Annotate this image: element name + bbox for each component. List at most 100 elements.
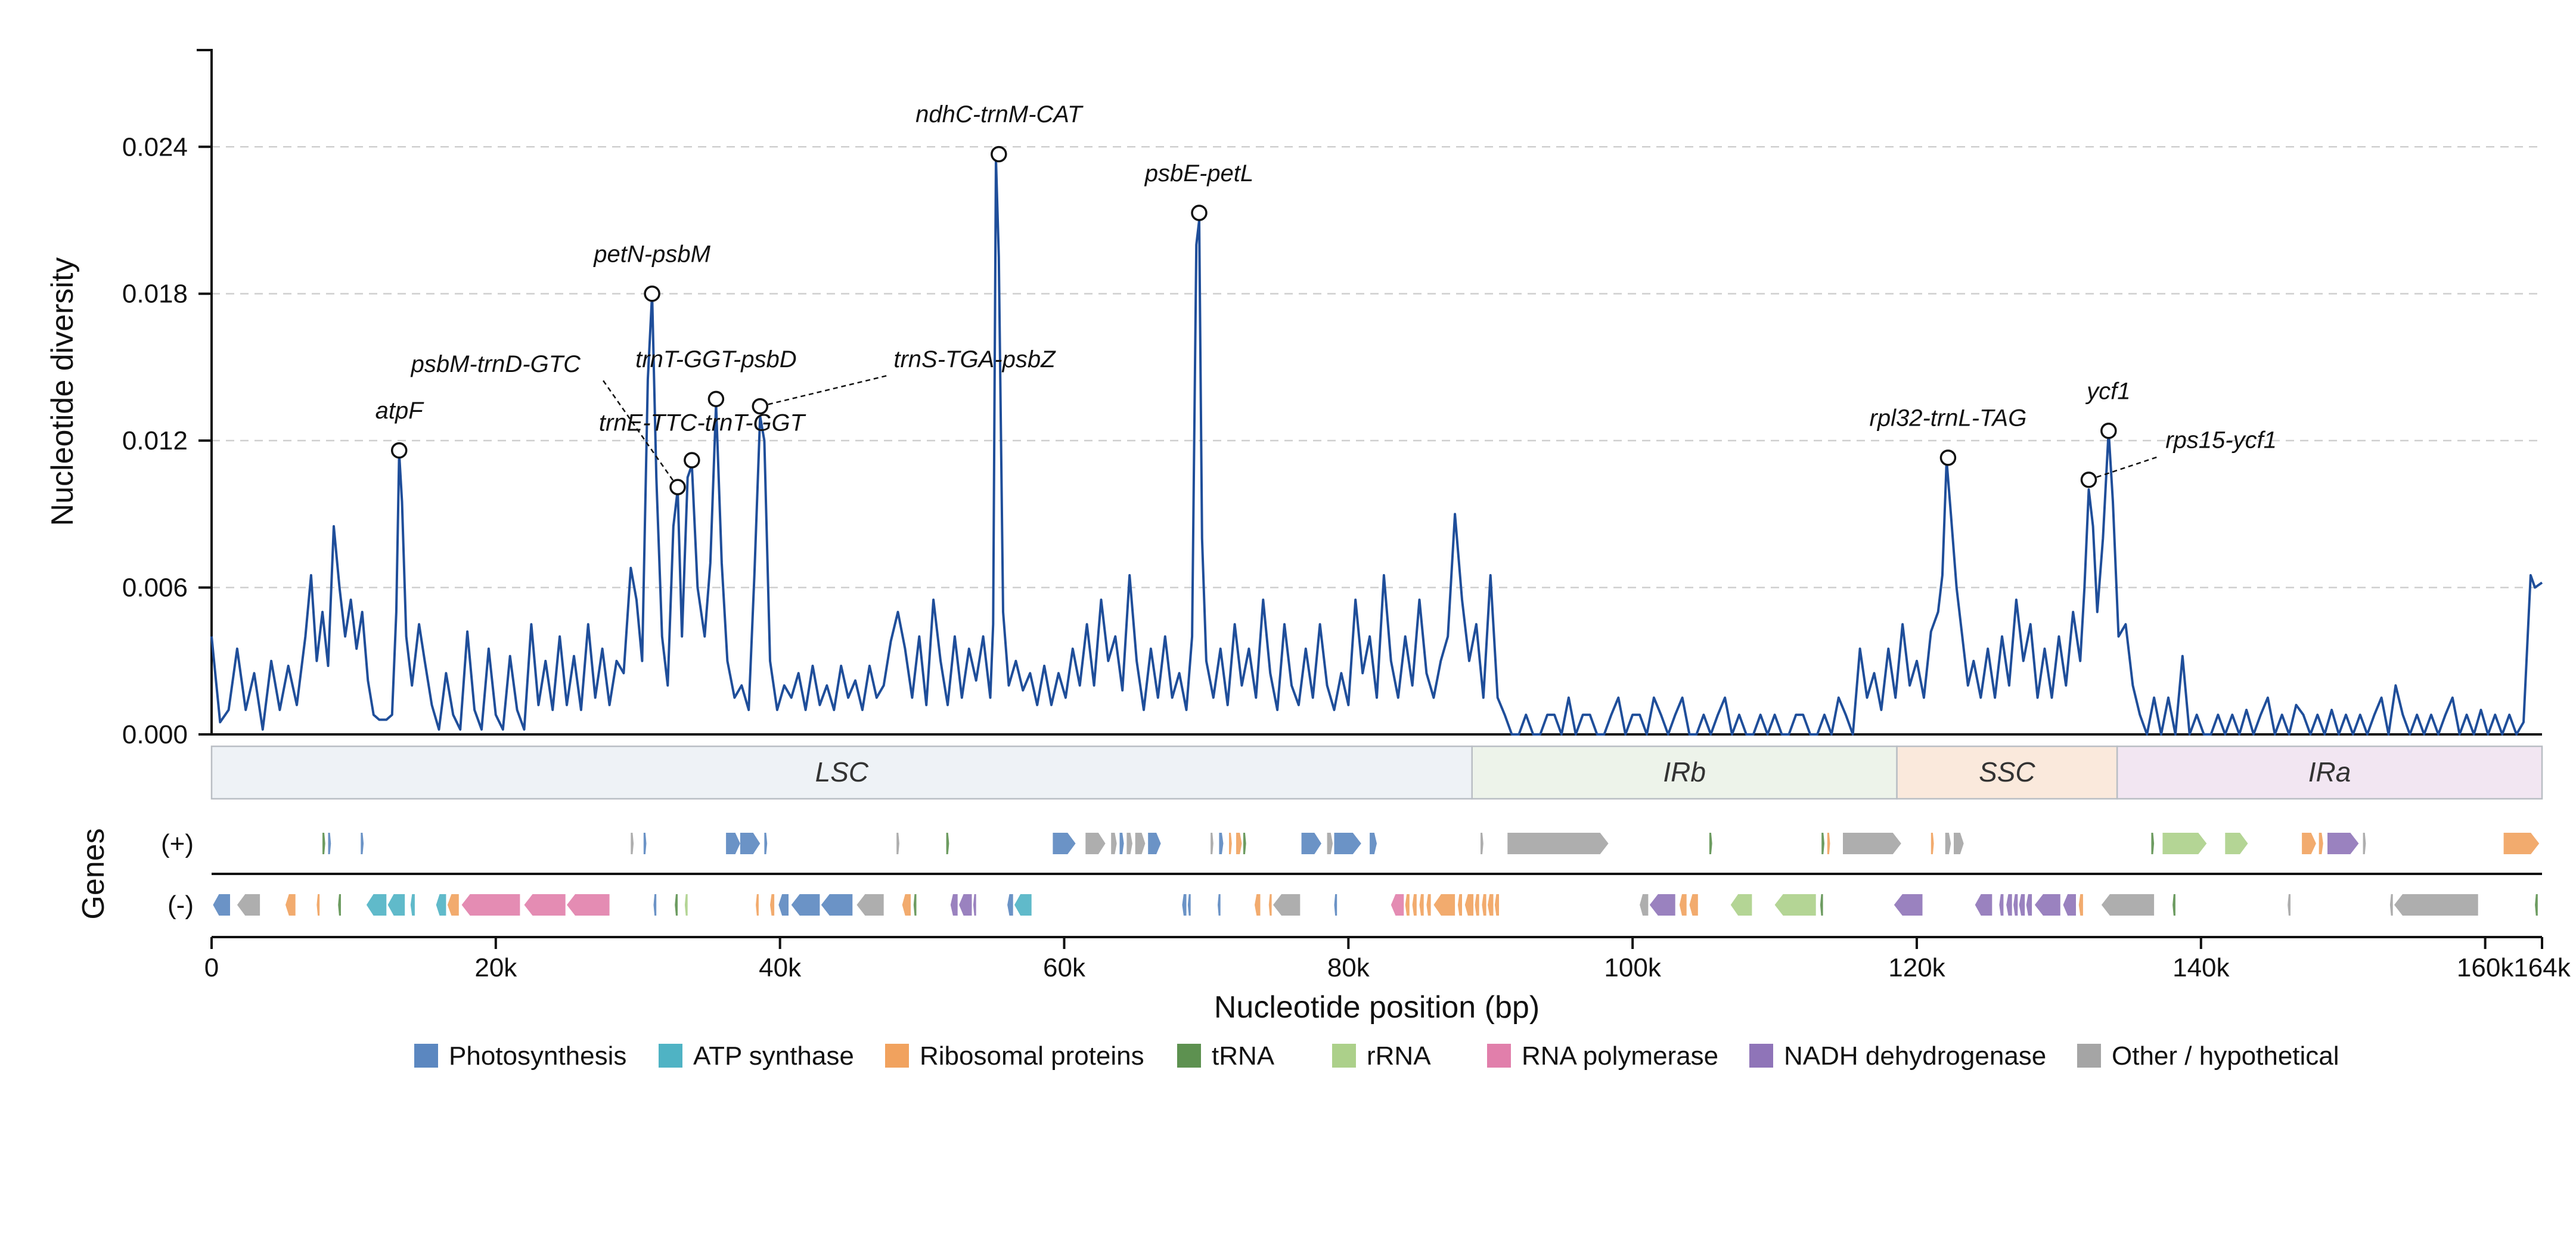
gridlines [212,146,2542,588]
gene-plus-26 [1481,833,1483,854]
gene-minus-29 [1182,894,1187,916]
gene-plus-28 [1709,833,1712,854]
gene-plus-30 [1827,833,1830,854]
legend-label-atp: ATP synthase [693,1041,854,1071]
gene-minus-64 [2078,894,2083,916]
peak-marker-8 [1939,449,1957,466]
annotation-label-4: trnT-GGT-psbD [635,346,796,373]
gene-minus-16 [756,894,759,916]
legend-swatch-ndh [1749,1044,1773,1068]
gene-plus-35 [2151,833,2155,854]
y-tick-label-1: 0.006 [122,573,188,603]
gene-minus-57 [1999,894,2004,916]
gene-minus-55 [1894,894,1923,916]
legend-label-ndh: NADH dehydrogenase [1784,1041,2046,1071]
gene-minus-9 [447,894,459,916]
region-label-ssc: SSC [1979,756,2035,787]
region-irb [1471,745,1898,800]
legend-swatch-photo [414,1044,438,1068]
gene-plus-16 [1148,833,1161,854]
gene-plus-19 [1229,833,1232,854]
annotation-label-8: rpl32-trnL-TAG [1870,405,2027,432]
gene-minus-46 [1488,894,1494,916]
annotation-label-0: atpF [375,398,425,424]
legend: Photosynthesis ATP synthase Ribosomal prot… [414,1041,2339,1071]
y-tick-label-0: 0.000 [122,720,188,749]
x-tick-label-3: 60k [1043,953,1086,982]
gene-minus-12 [567,894,610,916]
genome-regions: LSC IRb SSC IRa [210,745,2543,800]
gene-minus-10 [461,894,520,916]
gene-minus-0 [213,894,230,916]
gene-minus-54 [1820,894,1823,916]
region-ira [2116,745,2543,800]
gene-plus-1 [328,833,331,854]
x-tick-label-6: 120k [1888,953,1945,982]
gene-minus-26 [973,894,976,916]
gene-plus-2 [361,833,364,854]
strand-label-minus: (-) [167,891,194,920]
x-tick-label-4: 80k [1327,953,1370,982]
y-ticks: 0.000 0.006 0.012 0.018 0.024 [122,132,212,749]
gene-minus-1 [237,894,260,916]
annotation-leader-2 [602,380,679,488]
legend-swatch-ribo [885,1044,909,1068]
gene-minus-69 [2394,894,2478,916]
x-tick-label-8: 160k [2457,953,2514,982]
gene-plus-11 [1085,833,1106,854]
gene-plus-38 [2302,833,2316,854]
gene-minus-56 [1975,894,1992,916]
gene-minus-30 [1187,894,1191,916]
annotation-label-5: trnS-TGA-psbZ [893,346,1056,373]
gene-minus-25 [959,894,972,916]
gene-minus-70 [2535,894,2538,916]
peak-marker-2 [669,479,686,495]
gene-minus-28 [1014,894,1032,916]
annotation-label-10: rps15-ycf1 [2165,427,2277,453]
gene-minus-67 [2288,894,2291,916]
gene-plus-34 [1954,833,1964,854]
gene-minus-15 [684,894,688,916]
x-ticks: 0 20k 40k 60k 80k 100k 120k 140k 160k 164k [204,937,2571,982]
legend-swatch-atp [659,1044,682,1068]
legend-label-rnap: RNA polymerase [1522,1041,1718,1071]
gene-minus-40 [1426,894,1431,916]
gene-minus-37 [1405,894,1410,916]
gene-minus-20 [821,894,853,916]
y-tick-label-4: 0.024 [122,132,188,162]
gene-minus-63 [2063,894,2076,916]
gene-minus-60 [2019,894,2025,916]
legend-swatch-rnap [1487,1044,1511,1068]
gene-minus-66 [2172,894,2175,916]
gene-plus-20 [1236,833,1242,854]
gene-plus-37 [2225,833,2248,854]
peak-marker-7 [1191,204,1208,221]
gene-minus-31 [1218,894,1221,916]
region-label-irb: IRb [1663,756,1706,787]
gene-plus-6 [740,833,761,854]
gene-plus-13 [1119,833,1124,854]
legend-swatch-other [2077,1044,2101,1068]
series-line-0 [210,157,2543,736]
gene-minus-13 [653,894,657,916]
gene-minus-14 [675,894,678,916]
gene-plus-9 [946,833,949,854]
gene-minus-65 [2101,894,2155,916]
gene-minus-62 [2034,894,2060,916]
annotation-label-2: psbM-trnD-GTC [411,351,582,377]
gene-minus-3 [316,894,320,916]
annotation-leader-5 [759,374,888,407]
gene-minus-58 [2006,894,2012,916]
peak-marker-5 [752,398,769,415]
gene-minus-61 [2026,894,2032,916]
strand-labels: (+) (-) [161,829,194,920]
gene-minus-38 [1412,894,1417,916]
gene-plus-3 [631,833,634,854]
gene-minus-27 [1007,894,1013,916]
gene-minus-47 [1494,894,1499,916]
peak-marker-4 [707,390,725,408]
gene-minus-44 [1475,894,1479,916]
region-label-ira: IRa [2308,756,2351,787]
gene-plus-29 [1821,833,1824,854]
